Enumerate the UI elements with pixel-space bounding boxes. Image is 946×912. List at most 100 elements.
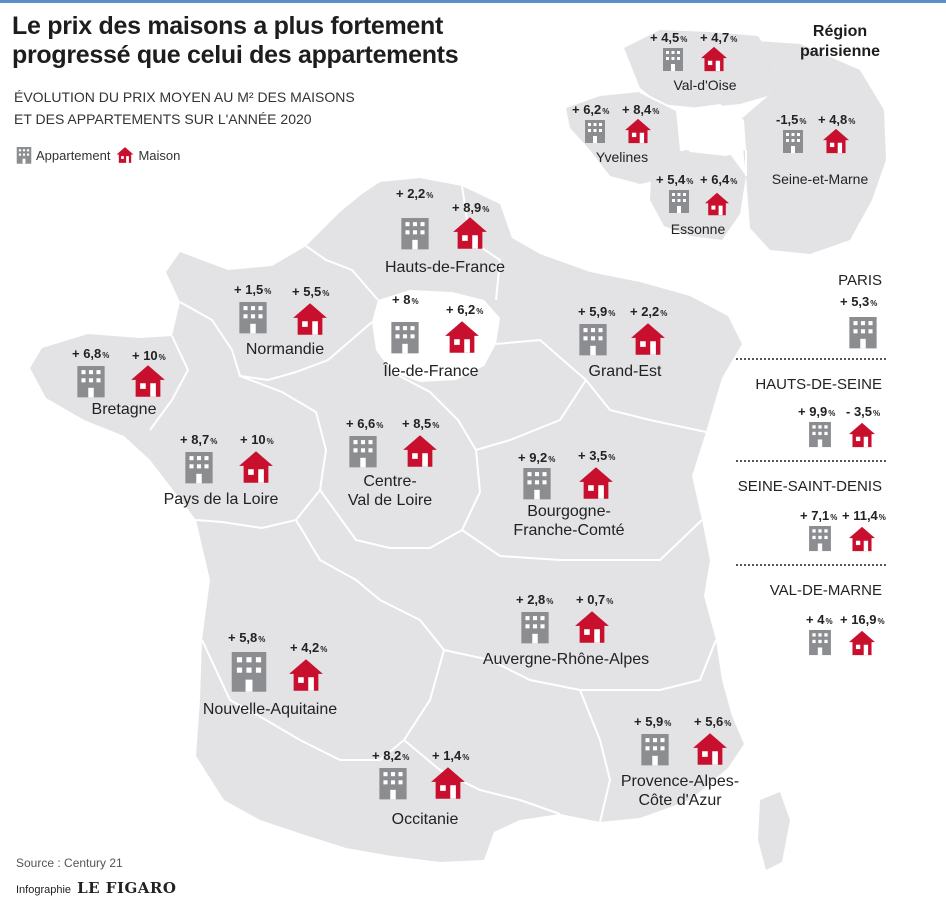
seine-et-marne-shape — [740, 40, 886, 254]
apartment-building-icon — [663, 48, 683, 71]
page-title: Le prix des maisons a plus fortement pro… — [12, 12, 459, 69]
department-name: SEINE-SAINT-DENIS — [737, 478, 882, 495]
house-value: + 3,5% — [578, 448, 616, 463]
apartment-value: + 6,8% — [72, 346, 110, 361]
house-value: + 6,4% — [700, 172, 738, 187]
house-icon — [289, 659, 323, 691]
apartment-value: + 1,5% — [234, 282, 272, 297]
apartment-building-icon — [349, 436, 377, 468]
region-name: Centre- Val de Loire — [320, 472, 460, 510]
house-value: + 10% — [132, 348, 166, 363]
apartment-building-icon — [523, 468, 551, 500]
region-name-line-2: Val de Loire — [347, 492, 433, 509]
apartment-building-icon — [391, 322, 419, 354]
house-value: + 2,2% — [630, 304, 668, 319]
divider — [736, 358, 886, 360]
region-name: Bretagne — [91, 401, 157, 418]
paris-region-title-line-1: Région — [812, 23, 868, 40]
department-name: VAL-DE-MARNE — [769, 582, 882, 599]
region-name: Île-de-France — [383, 363, 479, 380]
apartment-building-icon — [809, 526, 831, 552]
apartment-building-icon — [641, 734, 669, 766]
yvelines-shape — [566, 92, 680, 184]
apartment-building-icon — [809, 630, 831, 656]
apartment-value: + 4% — [806, 612, 833, 627]
legend: Appartement Maison — [16, 146, 186, 164]
divider — [736, 564, 886, 566]
ile-de-france-shape — [372, 290, 500, 382]
region-name-line-1: Centre- — [363, 473, 417, 490]
credit-prefix: Infographie — [16, 884, 72, 896]
subtitle-line-2: ET DES APPARTEMENTS SUR L'ANNÉE 2020 — [14, 111, 312, 127]
house-value: + 5,5% — [292, 284, 330, 299]
val-d-oise-shape — [624, 30, 776, 108]
apartment-building-icon — [16, 147, 32, 164]
house-icon — [293, 303, 327, 335]
house-value: + 1,4% — [432, 748, 470, 763]
apartment-building-icon — [579, 324, 607, 356]
apartment-building-icon — [809, 422, 831, 448]
apartment-building-icon — [585, 120, 605, 143]
house-icon — [403, 435, 437, 467]
source-note: Source : Century 21 — [16, 856, 123, 870]
department-name: Val-d'Oise — [673, 77, 737, 93]
region-name: Provence-Alpes- Côte d'Azur — [600, 772, 760, 810]
house-icon — [693, 733, 727, 765]
divider — [736, 460, 886, 462]
region-borders — [149, 185, 717, 823]
apartment-value: + 5,3% — [840, 294, 878, 309]
region-name: Bourgogne- Franche-Comté — [494, 502, 644, 540]
paris-region-title: Région parisienne — [770, 22, 910, 62]
house-icon — [131, 365, 165, 397]
region-name-line-2: Franche-Comté — [513, 522, 625, 539]
apartment-value: + 2,2% — [396, 186, 434, 201]
region-name-line-2: Côte d'Azur — [638, 792, 722, 809]
france-mainland-shape — [30, 178, 744, 862]
petite-couronne-shape — [676, 104, 746, 156]
apartment-building-icon — [849, 317, 877, 349]
region-name: Grand-Est — [588, 363, 662, 380]
essonne-shape — [650, 150, 746, 240]
apartment-building-icon — [379, 768, 407, 800]
house-icon — [239, 451, 273, 483]
house-value: + 8,9% — [452, 200, 490, 215]
subtitle: ÉVOLUTION DU PRIX MOYEN AU M² DES MAISON… — [14, 86, 374, 130]
apartment-value: + 5,8% — [228, 630, 266, 645]
house-value: + 16,9% — [840, 612, 885, 627]
corsica-shape — [758, 792, 790, 870]
department-name: Essonne — [670, 221, 726, 237]
house-value: + 8,4% — [622, 102, 660, 117]
apartment-building-icon — [783, 130, 803, 153]
region-name: Pays de la Loire — [163, 491, 279, 508]
house-value: + 0,7% — [576, 592, 614, 607]
paris-region-title-line-2: parisienne — [799, 43, 881, 60]
region-name: Normandie — [245, 341, 325, 358]
apartment-building-icon — [669, 190, 689, 213]
apartment-value: + 9,9% — [798, 404, 836, 419]
apartment-value: + 8% — [392, 292, 419, 307]
house-value: + 4,2% — [290, 640, 328, 655]
apartment-value: + 9,2% — [518, 450, 556, 465]
house-icon — [631, 323, 665, 355]
house-icon — [849, 526, 875, 552]
house-icon — [823, 128, 849, 154]
department-name: Seine-et-Marne — [771, 171, 869, 187]
house-icon — [575, 611, 609, 643]
house-icon — [849, 422, 875, 448]
house-icon — [705, 192, 729, 216]
house-value: - 3,5% — [846, 404, 881, 419]
credit: Infographie LE FIGARO — [16, 879, 176, 897]
region-name: Nouvelle-Aquitaine — [202, 701, 338, 718]
paris-region-inset-map — [566, 30, 886, 254]
house-value: + 11,4% — [842, 508, 886, 523]
apartment-building-icon — [77, 366, 105, 398]
legend-house-label: Maison — [138, 147, 181, 163]
region-name: Occitanie — [391, 811, 459, 828]
apartment-value: + 6,6% — [346, 416, 384, 431]
department-name: HAUTS-DE-SEINE — [755, 376, 882, 393]
house-value: + 8,5% — [402, 416, 440, 431]
apartment-building-icon — [239, 302, 267, 334]
apartment-value: + 8,7% — [180, 432, 218, 447]
house-icon — [445, 321, 479, 353]
